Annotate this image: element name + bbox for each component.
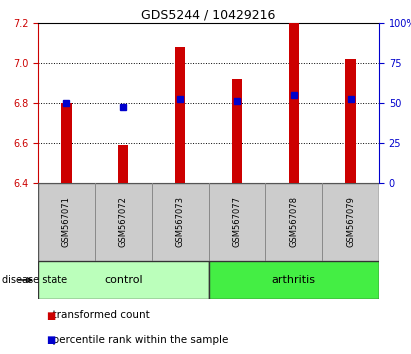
Bar	[118, 145, 128, 183]
Text: ■: ■	[46, 335, 55, 345]
Bar	[175, 47, 185, 183]
Text: ■: ■	[46, 310, 55, 320]
Bar	[61, 103, 72, 183]
Text: GSM567077: GSM567077	[232, 196, 241, 247]
Text: transformed count: transformed count	[46, 310, 150, 320]
Text: GSM567072: GSM567072	[119, 196, 128, 247]
Bar	[346, 59, 356, 183]
Text: GSM567073: GSM567073	[175, 196, 185, 247]
Text: control: control	[104, 275, 143, 285]
Bar	[208, 261, 379, 299]
Text: percentile rank within the sample: percentile rank within the sample	[46, 335, 229, 345]
Text: arthritis: arthritis	[272, 275, 316, 285]
Bar	[38, 261, 208, 299]
Bar	[232, 79, 242, 183]
Bar	[289, 23, 299, 183]
Title: GDS5244 / 10429216: GDS5244 / 10429216	[141, 9, 276, 22]
Text: GSM567079: GSM567079	[346, 196, 355, 247]
Text: disease state: disease state	[2, 275, 67, 285]
Text: GSM567071: GSM567071	[62, 196, 71, 247]
Text: GSM567078: GSM567078	[289, 196, 298, 247]
